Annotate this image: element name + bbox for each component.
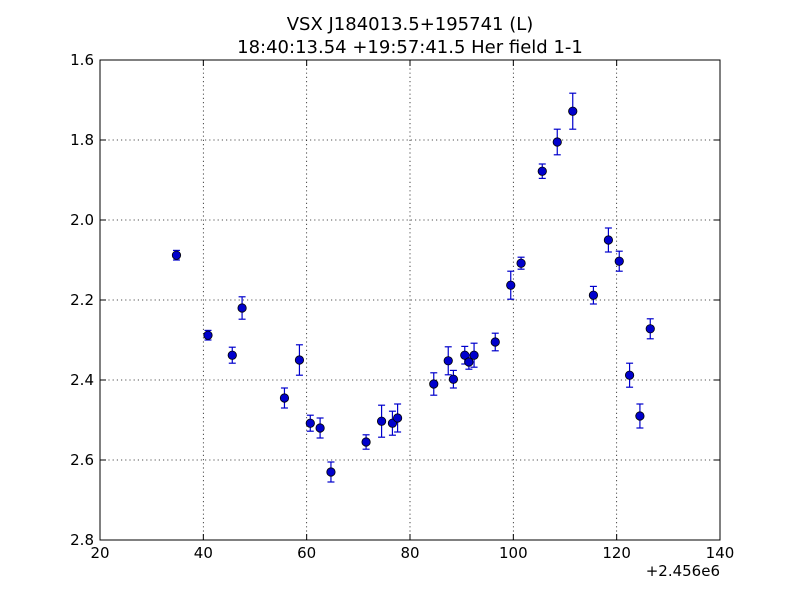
data-point	[614, 256, 624, 266]
chart-title: VSX J184013.5+195741 (L)	[287, 14, 534, 35]
data-point	[227, 350, 237, 360]
y-tick-label: 2.4	[70, 371, 94, 389]
data-point	[516, 258, 526, 268]
data-point	[326, 467, 336, 477]
data-point	[305, 418, 315, 428]
data-points	[171, 92, 655, 483]
y-tick-label: 1.8	[70, 131, 94, 149]
data-point	[361, 437, 371, 447]
data-point	[588, 290, 599, 300]
data-point	[568, 106, 578, 116]
x-tick-label: 60	[297, 544, 316, 562]
data-point	[443, 356, 453, 366]
x-tick-label: 20	[90, 544, 109, 562]
x-tick-labels: 20 40 60 80 100 120 140	[90, 544, 734, 562]
data-point	[294, 355, 305, 365]
y-tick-label: 1.6	[70, 51, 94, 69]
data-point	[448, 374, 458, 384]
y-tick-labels: 1.6 1.8 2.0 2.2 2.4 2.6 2.8	[70, 51, 94, 549]
y-tick-label: 2.2	[70, 291, 94, 309]
data-point	[603, 235, 614, 245]
data-point	[552, 137, 562, 147]
y-tick-label: 2.0	[70, 211, 94, 229]
data-point	[537, 166, 547, 176]
data-point	[490, 337, 500, 347]
data-point	[635, 411, 645, 421]
grid-lines	[100, 60, 720, 540]
x-tick-label: 120	[602, 544, 631, 562]
x-tick-label: 140	[706, 544, 735, 562]
x-tick-label: 80	[400, 544, 419, 562]
data-point	[392, 413, 403, 423]
x-tick-label: 100	[499, 544, 528, 562]
data-point	[645, 324, 655, 334]
x-offset-label: +2.456e6	[646, 562, 720, 580]
data-point	[429, 379, 439, 389]
data-point	[279, 393, 290, 403]
data-point	[469, 350, 479, 360]
data-point	[506, 280, 516, 290]
data-point	[464, 357, 474, 367]
y-tick-label: 2.6	[70, 451, 94, 469]
data-point	[171, 250, 182, 260]
plot-frame	[99, 59, 721, 541]
data-point	[624, 370, 635, 380]
data-point	[237, 303, 247, 313]
x-tick-label: 40	[194, 544, 213, 562]
data-point	[376, 416, 387, 426]
data-point	[315, 423, 325, 433]
data-point	[203, 330, 213, 340]
y-tick-label: 2.8	[70, 531, 94, 549]
chart-subtitle: 18:40:13.54 +19:57:41.5 Her field 1-1	[237, 37, 583, 58]
